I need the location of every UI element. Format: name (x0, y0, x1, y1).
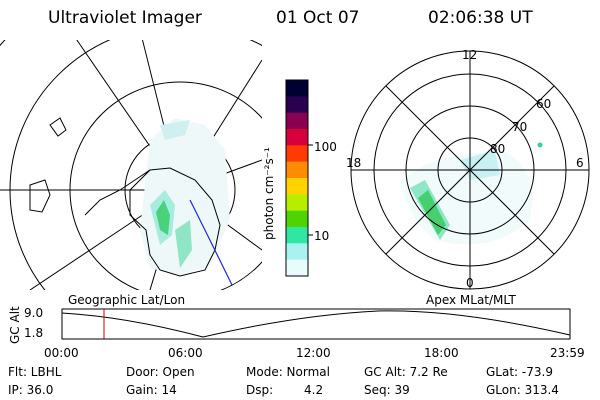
info-gc-alt: GC Alt: 7.2 Re (364, 365, 448, 379)
colorbar-segment (286, 243, 308, 261)
colorbar-label: photon cm⁻²s⁻¹ (262, 147, 276, 240)
colorbar-tick-10: 10 (314, 229, 330, 243)
mlat-label-70: 70 (512, 120, 528, 134)
mlat-label-80: 80 (490, 142, 506, 156)
colorbar-segment (286, 112, 308, 130)
altitude-curve (61, 310, 571, 338)
colorbar-segment (286, 96, 308, 114)
date-label: 01 Oct 07 (276, 8, 360, 28)
left-map-caption: Geographic Lat/Lon (68, 293, 186, 307)
colorbar-segment (286, 129, 308, 146)
colorbar-tick-100: 100 (314, 140, 337, 154)
timeline-ylabel: GC Alt (8, 306, 22, 344)
colorbar-segment (286, 161, 308, 179)
timeline-xtick-2359: 23:59 (550, 346, 585, 360)
info-gain: Gain: 14 (126, 383, 177, 397)
info-door: Door: Open (126, 365, 195, 379)
timeline-ytick-low: 1.8 (24, 326, 44, 340)
timeline-xtick-0600: 06:00 (168, 346, 203, 360)
info-glat: GLat: -73.9 (486, 365, 553, 379)
info-dsp-label: Dsp: (246, 383, 274, 397)
timeline-ytick-high: 9.0 (24, 306, 44, 320)
polar-map (350, 50, 590, 290)
right-map-caption: Apex MLat/MLT (426, 293, 516, 307)
mlt-label-18: 18 (346, 156, 362, 170)
mlt-label-0: 0 (466, 276, 474, 290)
colorbar-segment (286, 194, 308, 212)
colorbar-segment (286, 259, 308, 277)
aurora-emission (156, 200, 170, 235)
orbit-track (189, 199, 233, 286)
time-label: 02:06:38 UT (428, 8, 533, 28)
info-ip: IP: 36.0 (8, 383, 54, 397)
info-filter: Flt: LBHL (8, 365, 62, 379)
timeline-xtick-0000: 00:00 (44, 346, 79, 360)
info-glon: GLon: 313.4 (486, 383, 559, 397)
info-dsp-value: 4.2 (304, 383, 324, 397)
colorbar-segment (286, 227, 308, 244)
colorbar (285, 79, 313, 277)
app-title: Ultraviolet Imager (48, 8, 202, 28)
timeline-xtick-1800: 18:00 (424, 346, 459, 360)
info-mode: Mode: Normal (246, 365, 330, 379)
colorbar-segment (286, 145, 308, 163)
coastline (129, 167, 221, 277)
colorbar-segment (286, 210, 308, 228)
altitude-timeline (61, 308, 571, 340)
mlat-label-60: 60 (536, 97, 552, 111)
colorbar-segment (286, 80, 308, 97)
mlt-label-6: 6 (576, 156, 584, 170)
timeline-xtick-1200: 12:00 (296, 346, 331, 360)
mlt-label-12: 12 (462, 48, 478, 62)
colorbar-segment (286, 178, 308, 195)
geographic-map (0, 40, 262, 290)
info-seq: Seq: 39 (364, 383, 410, 397)
